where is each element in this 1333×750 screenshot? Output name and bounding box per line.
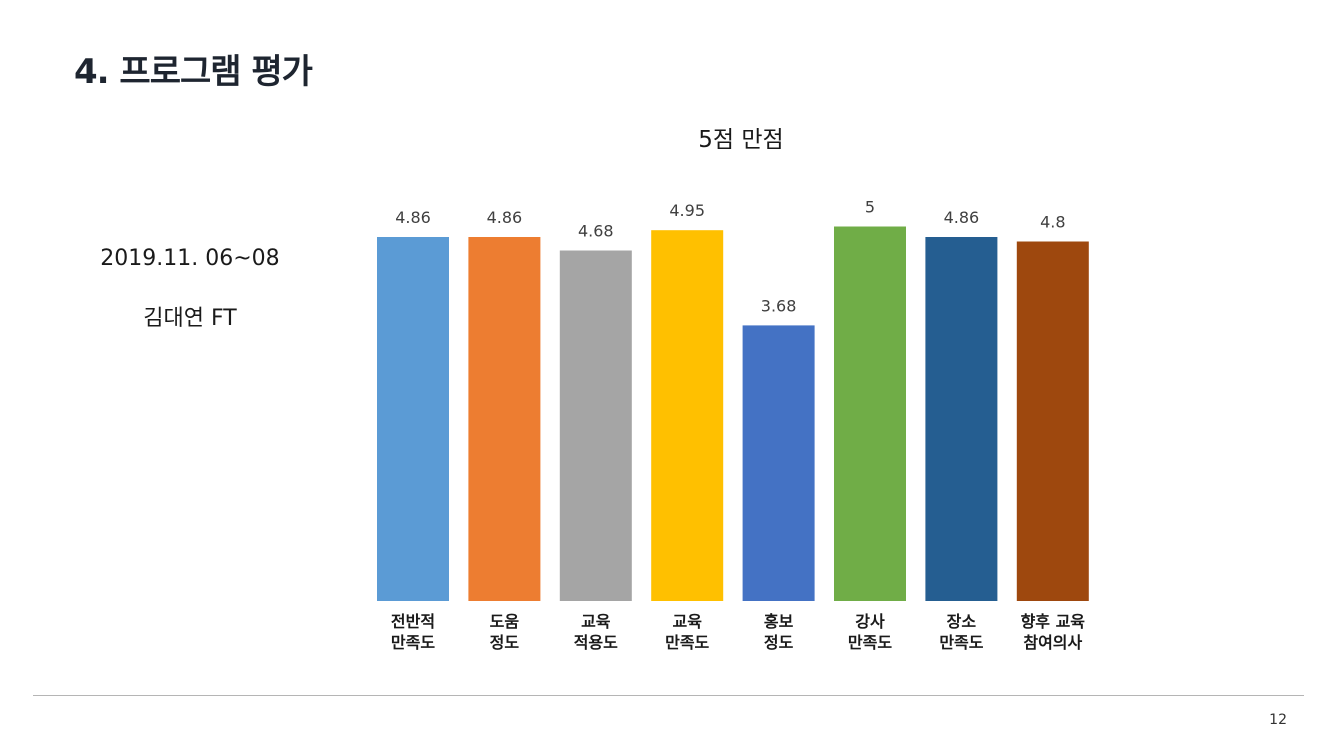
presenter-name: 김대연 FT — [143, 306, 237, 331]
page-number: 12 — [1269, 712, 1287, 728]
bar-5 — [834, 226, 906, 601]
value-label-0: 4.86 — [395, 208, 431, 227]
value-labels-layer: 4.86 4.86 4.68 4.95 3.68 5 4.86 4.8 — [395, 198, 1065, 316]
slide-title: 4. 프로그램 평가 — [74, 52, 313, 92]
bar-4 — [742, 325, 815, 601]
category-label-4-line-0: 홍보 — [764, 612, 794, 631]
category-label-2-line-0: 교육 — [581, 612, 611, 631]
value-label-1: 4.86 — [487, 208, 523, 227]
bars-layer — [377, 226, 1089, 601]
category-label-2-line-1: 적용도 — [574, 633, 618, 652]
bar-0 — [377, 237, 449, 601]
category-label-1-line-0: 도움 — [490, 612, 520, 631]
event-date: 2019.11. 06~08 — [100, 246, 280, 271]
bar-6 — [925, 237, 998, 601]
category-label-4-line-1: 정도 — [764, 633, 794, 652]
category-label-6-line-0: 장소 — [947, 612, 977, 631]
bar-3 — [651, 230, 724, 601]
chart-title: 5점 만점 — [698, 127, 783, 153]
category-label-7-line-1: 참여의사 — [1023, 633, 1082, 652]
value-label-4: 3.68 — [761, 296, 797, 315]
category-label-0-line-0: 전반적 — [391, 612, 435, 631]
value-label-5: 5 — [865, 198, 875, 217]
category-label-6-line-1: 만족도 — [939, 633, 983, 652]
category-label-7-line-0: 향후 교육 — [1021, 612, 1086, 631]
value-label-6: 4.86 — [944, 208, 980, 227]
value-label-7: 4.8 — [1040, 213, 1065, 232]
bar-7 — [1016, 241, 1089, 601]
category-label-5-line-0: 강사 — [855, 612, 885, 631]
bar-1 — [468, 237, 541, 601]
bar-2 — [559, 250, 632, 601]
category-label-5-line-1: 만족도 — [848, 633, 892, 652]
value-label-3: 4.95 — [669, 201, 705, 220]
category-label-3-line-0: 교육 — [672, 612, 702, 631]
category-label-3-line-1: 만족도 — [665, 633, 709, 652]
value-label-2: 4.68 — [578, 222, 614, 241]
category-label-0-line-1: 만족도 — [391, 633, 435, 652]
category-label-1-line-1: 정도 — [490, 633, 520, 652]
footer-divider — [33, 695, 1304, 696]
